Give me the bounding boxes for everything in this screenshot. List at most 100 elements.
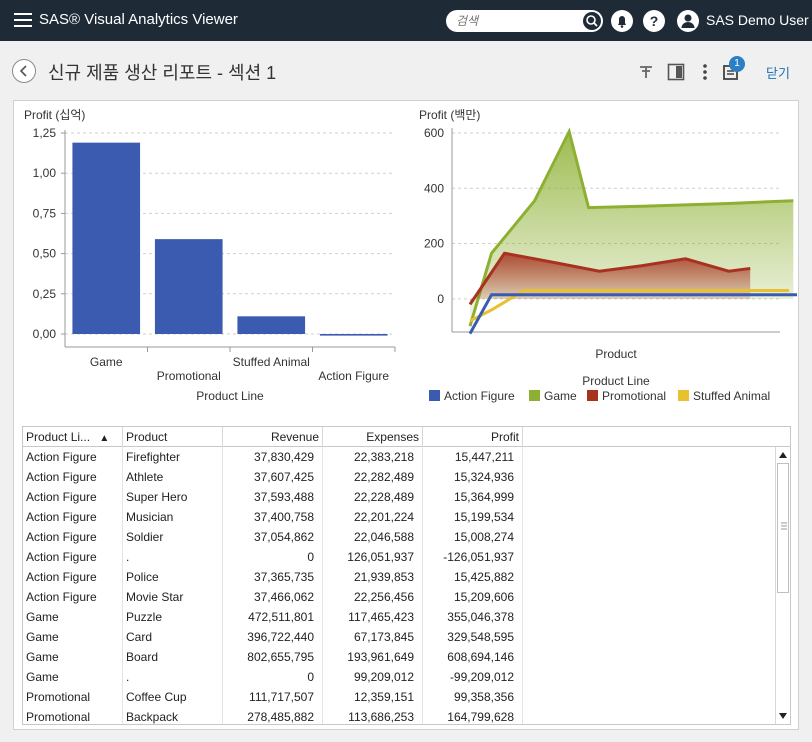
table-cell: Soldier [123, 527, 223, 547]
table-cell: 355,046,378 [423, 607, 523, 627]
table-cell: Puzzle [123, 607, 223, 627]
table-cell: Game [23, 607, 123, 627]
app-title: SAS® Visual Analytics Viewer [39, 11, 238, 28]
table-cell: 193,961,649 [323, 647, 423, 667]
table-cell: 37,365,735 [223, 567, 323, 587]
legend-swatch-game [529, 390, 540, 401]
table-cell: 12,359,151 [323, 687, 423, 707]
table-row[interactable]: Game Card 396,722,440 67,173,845 329,548,595 [23, 627, 775, 647]
bar-chart[interactable]: Profit (십억) 1,25 1,00 0,75 0,50 0,25 0,00 Game P… [20, 104, 400, 409]
table-cell: Police [123, 567, 223, 587]
table-row[interactable]: Action Figure Soldier 37,054,862 22,046,588… [23, 527, 775, 547]
table-cell: 22,201,224 [323, 507, 423, 527]
bar-action-figure [319, 334, 388, 336]
table-scrollbar[interactable] [775, 447, 790, 724]
scroll-thumb[interactable] [777, 463, 789, 593]
table-cell: Backpack [123, 707, 223, 724]
table-cell: Action Figure [23, 527, 123, 547]
help-icon[interactable]: ? [643, 10, 665, 32]
table-cell: Action Figure [23, 547, 123, 567]
y-tick-label: 0,75 [33, 206, 57, 220]
x-axis-label: Product Line [196, 389, 264, 403]
user-icon[interactable] [677, 10, 699, 32]
table-row[interactable]: Action Figure Athlete 37,607,425 22,282,489… [23, 467, 775, 487]
column-label: Product Li... [26, 430, 91, 444]
table-cell: 37,830,429 [223, 447, 323, 467]
search-icon[interactable] [583, 12, 601, 30]
table-cell: Coffee Cup [123, 687, 223, 707]
header-bar: 신규 제품 생산 리포트 - 섹션 1 1 닫기 [0, 41, 812, 100]
table-cell: Game [23, 627, 123, 647]
legend-label-game: Game [544, 389, 577, 403]
table-cell: Firefighter [123, 447, 223, 467]
area-chart[interactable]: Profit (백만) 600 400 200 0 Product Product Line… [412, 104, 797, 409]
table-row[interactable]: Action Figure Movie Star 37,466,062 22,256,… [23, 587, 775, 607]
table-header: Product Li... ▲ Product Revenue Expenses… [23, 427, 790, 447]
table-cell: Action Figure [23, 447, 123, 467]
sort-asc-icon: ▲ [99, 433, 110, 444]
back-button[interactable] [12, 59, 36, 83]
legend-swatch-stuffed-animal [678, 390, 689, 401]
table-cell: . [123, 547, 223, 567]
bell-icon[interactable] [611, 10, 633, 32]
search-input[interactable] [456, 13, 574, 29]
column-header-product-line[interactable]: Product Li... ▲ [23, 427, 123, 447]
table-row[interactable]: Promotional Backpack 278,485,882 113,686,25… [23, 707, 775, 724]
y-tick-label: 0,50 [33, 247, 57, 261]
table-cell: -126,051,937 [423, 547, 523, 567]
y-tick-label: 600 [424, 126, 444, 140]
page-title: 신규 제품 생산 리포트 - 섹션 1 [48, 63, 277, 83]
table-cell: 111,717,507 [223, 687, 323, 707]
table-row[interactable]: Game. 0 99,209,012 -99,209,012 [23, 667, 775, 687]
table-cell: Card [123, 627, 223, 647]
column-header-expenses[interactable]: Expenses [323, 427, 423, 447]
table-cell: Action Figure [23, 507, 123, 527]
line-action-figure [468, 293, 797, 335]
table-row[interactable]: Action Figure. 0 126,051,937 -126,051,937 [23, 547, 775, 567]
column-header-revenue[interactable]: Revenue [223, 427, 323, 447]
table-cell: 37,607,425 [223, 467, 323, 487]
table-cell: Promotional [23, 687, 123, 707]
chart-title: Profit (십억) [24, 108, 85, 122]
scroll-down-icon[interactable] [778, 711, 788, 721]
menu-icon[interactable] [14, 13, 32, 27]
table-row[interactable]: Action Figure Musician 37,400,758 22,201,22… [23, 507, 775, 527]
y-tick-label: 400 [424, 181, 444, 195]
table-row[interactable]: Game Board 802,655,795 193,961,649 608,694,1… [23, 647, 775, 667]
table-cell: 802,655,795 [223, 647, 323, 667]
table-row[interactable]: Action Figure Police 37,365,735 21,939,853 1… [23, 567, 775, 587]
table-cell: Athlete [123, 467, 223, 487]
table-cell: 15,008,274 [423, 527, 523, 547]
table-cell: 329,548,595 [423, 627, 523, 647]
table-row[interactable]: Action Figure Firefighter 37,830,429 22,383… [23, 447, 775, 467]
more-icon[interactable] [696, 63, 714, 81]
table-cell: Action Figure [23, 487, 123, 507]
user-name[interactable]: SAS Demo User [706, 12, 809, 28]
x-tick-label: Game [90, 355, 123, 369]
table-cell: 113,686,253 [323, 707, 423, 724]
y-tick-label: 0,25 [33, 287, 57, 301]
x-tick-label: Stuffed Animal [233, 355, 310, 369]
table-row[interactable]: Action Figure Super Hero 37,593,488 22,228,… [23, 487, 775, 507]
table-cell: 37,466,062 [223, 587, 323, 607]
x-axis-label: Product [595, 347, 637, 361]
pin-icon[interactable] [638, 63, 656, 81]
table-cell: 15,209,606 [423, 587, 523, 607]
table-row[interactable]: Promotional Coffee Cup 111,717,507 12,359,1… [23, 687, 775, 707]
table-row[interactable]: Game Puzzle 472,511,801 117,465,423 355,046,… [23, 607, 775, 627]
table-body: Action Figure Firefighter 37,830,429 22,383… [23, 447, 775, 724]
column-header-product[interactable]: Product [123, 427, 223, 447]
legend-label-promotional: Promotional [602, 389, 666, 403]
table-cell: 22,256,456 [323, 587, 423, 607]
close-link[interactable]: 닫기 [766, 66, 790, 81]
table-cell: Game [23, 667, 123, 687]
scroll-up-icon[interactable] [778, 450, 788, 460]
top-bar: SAS® Visual Analytics Viewer ? SAS Demo … [0, 0, 812, 41]
table-cell: Board [123, 647, 223, 667]
search-box[interactable] [446, 10, 603, 32]
table-cell: -99,209,012 [423, 667, 523, 687]
column-header-profit[interactable]: Profit [423, 427, 523, 447]
panel-icon[interactable] [667, 63, 685, 81]
notification-badge: 1 [729, 56, 745, 72]
